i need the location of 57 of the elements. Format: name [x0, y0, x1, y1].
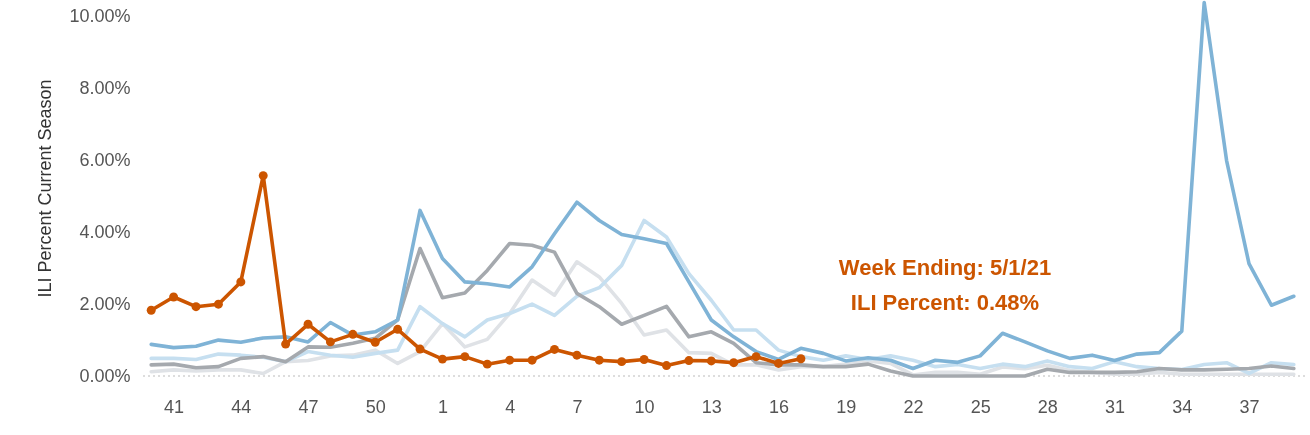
point	[325, 337, 335, 347]
point	[393, 324, 403, 334]
x-tick-label: 4	[505, 396, 516, 417]
x-tick-label: 50	[365, 396, 386, 417]
point	[639, 355, 649, 364]
y-tick-label: 8.00%	[79, 78, 131, 99]
y-tick-label: 0.00%	[79, 365, 131, 386]
point	[415, 344, 425, 354]
x-tick-label: 31	[1105, 396, 1126, 417]
point	[281, 339, 291, 349]
x-tick-label: 25	[970, 396, 991, 417]
point	[572, 350, 582, 360]
point	[594, 355, 604, 365]
point	[191, 302, 201, 312]
point	[460, 352, 470, 362]
point	[751, 352, 761, 362]
point	[729, 358, 739, 368]
point	[303, 319, 313, 329]
y-tick-label: 4.00%	[79, 221, 131, 242]
point	[370, 337, 380, 347]
point	[684, 356, 694, 366]
y-tick-label: 2.00%	[79, 293, 131, 314]
x-tick-label: 13	[701, 396, 722, 417]
x-tick-label: 47	[298, 396, 319, 417]
point	[169, 292, 179, 302]
y-axis-title: ILI Percent Current Season	[35, 79, 56, 298]
x-tick-label: 34	[1172, 396, 1193, 417]
point	[146, 305, 156, 315]
point	[550, 344, 559, 354]
line-series	[149, 0, 1296, 371]
x-tick-label: 28	[1037, 396, 1058, 417]
x-tick-label: 41	[164, 396, 185, 417]
point	[796, 354, 806, 364]
x-tick-label: 10	[634, 396, 655, 417]
point	[706, 356, 716, 366]
point	[527, 355, 537, 365]
y-tick-label: 6.00%	[79, 150, 131, 171]
x-tick-label: 37	[1239, 396, 1260, 417]
x-tick-label: 7	[572, 396, 583, 417]
x-tick-label: 22	[903, 396, 924, 417]
point	[774, 358, 783, 368]
point	[662, 361, 671, 371]
point	[213, 299, 223, 309]
y-tick-label: 10.00%	[69, 6, 131, 27]
point	[348, 329, 358, 339]
x-tick-label: 1	[437, 396, 448, 417]
point	[437, 354, 447, 364]
point	[236, 277, 246, 287]
annotation: Week Ending: 5/1/21	[838, 255, 1052, 280]
x-tick-label: 19	[836, 396, 857, 417]
point	[505, 355, 515, 365]
point	[258, 171, 268, 181]
annotation: ILI Percent: 0.48%	[850, 290, 1040, 315]
x-tick-label: 16	[768, 396, 790, 417]
point	[617, 357, 627, 367]
point	[482, 359, 492, 369]
x-tick-label: 44	[231, 396, 252, 417]
